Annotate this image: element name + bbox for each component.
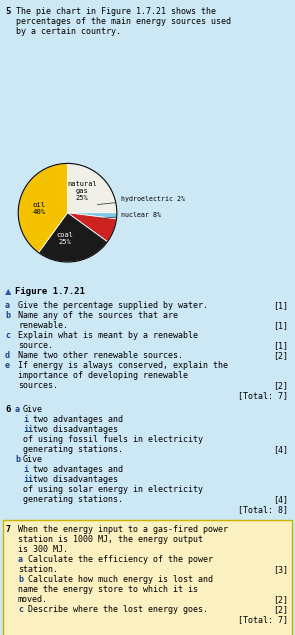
Text: [1]: [1]	[273, 341, 288, 350]
Text: i: i	[23, 465, 28, 474]
Text: nuclear 8%: nuclear 8%	[100, 212, 161, 218]
Text: 7: 7	[6, 525, 11, 534]
Text: a: a	[5, 301, 10, 310]
Text: by a certain country.: by a certain country.	[16, 27, 121, 36]
Text: c: c	[5, 331, 10, 340]
Text: Give: Give	[23, 455, 43, 464]
FancyBboxPatch shape	[3, 520, 292, 635]
Text: two disadvantages: two disadvantages	[33, 425, 118, 434]
Text: Calculate how much energy is lost and: Calculate how much energy is lost and	[28, 575, 213, 584]
Text: moved.: moved.	[18, 595, 48, 604]
Text: Give: Give	[23, 405, 43, 414]
Text: of using solar energy in electricity: of using solar energy in electricity	[23, 485, 203, 494]
Wedge shape	[68, 163, 117, 213]
Text: hydroelectric 2%: hydroelectric 2%	[97, 196, 185, 204]
Text: two disadvantages: two disadvantages	[33, 475, 118, 484]
Text: [3]: [3]	[273, 565, 288, 574]
Text: station is 1000 MJ, the energy output: station is 1000 MJ, the energy output	[18, 535, 203, 544]
Text: [1]: [1]	[273, 321, 288, 330]
Text: If energy is always conserved, explain the: If energy is always conserved, explain t…	[18, 361, 228, 370]
Text: 6: 6	[5, 405, 10, 414]
Text: [2]: [2]	[273, 595, 288, 604]
Wedge shape	[68, 213, 117, 242]
Text: renewable.: renewable.	[18, 321, 68, 330]
Text: [4]: [4]	[273, 445, 288, 454]
Text: c: c	[18, 605, 23, 614]
Text: i: i	[23, 415, 28, 424]
Text: two advantages and: two advantages and	[33, 465, 123, 474]
Text: is 300 MJ.: is 300 MJ.	[18, 545, 68, 554]
Text: Name two other renewable sources.: Name two other renewable sources.	[18, 351, 183, 360]
Text: coal
25%: coal 25%	[57, 232, 73, 245]
Wedge shape	[39, 213, 107, 262]
Text: ▲: ▲	[5, 287, 12, 296]
Text: The pie chart in Figure 1.7.21 shows the: The pie chart in Figure 1.7.21 shows the	[16, 7, 216, 16]
Text: [4]: [4]	[273, 495, 288, 504]
Text: [2]: [2]	[273, 605, 288, 614]
Wedge shape	[68, 213, 117, 219]
Text: generating stations.: generating stations.	[23, 445, 123, 454]
Text: [1]: [1]	[273, 301, 288, 310]
Text: b: b	[18, 575, 23, 584]
Text: Describe where the lost energy goes.: Describe where the lost energy goes.	[28, 605, 208, 614]
Wedge shape	[18, 163, 68, 253]
Text: percentages of the main energy sources used: percentages of the main energy sources u…	[16, 17, 231, 26]
Text: source.: source.	[18, 341, 53, 350]
Text: generating stations.: generating stations.	[23, 495, 123, 504]
Text: e: e	[5, 361, 10, 370]
Text: 5: 5	[5, 7, 10, 16]
Text: [2]: [2]	[273, 381, 288, 390]
Text: [Total: 8]: [Total: 8]	[238, 505, 288, 514]
Text: Explain what is meant by a renewable: Explain what is meant by a renewable	[18, 331, 198, 340]
Text: two advantages and: two advantages and	[33, 415, 123, 424]
Text: importance of developing renewable: importance of developing renewable	[18, 371, 188, 380]
Text: [2]: [2]	[273, 351, 288, 360]
Text: Calculate the efficiency of the power: Calculate the efficiency of the power	[28, 555, 213, 564]
Text: [Total: 7]: [Total: 7]	[238, 391, 288, 400]
Text: b: b	[5, 311, 10, 320]
Text: sources.: sources.	[18, 381, 58, 390]
Text: b: b	[15, 455, 20, 464]
Text: a: a	[18, 555, 23, 564]
Text: When the energy input to a gas-fired power: When the energy input to a gas-fired pow…	[18, 525, 228, 534]
Text: d: d	[5, 351, 10, 360]
Text: natural
gas
25%: natural gas 25%	[68, 180, 97, 201]
Text: ii: ii	[23, 425, 33, 434]
Text: Figure 1.7.21: Figure 1.7.21	[15, 287, 85, 296]
Text: station.: station.	[18, 565, 58, 574]
Text: oil
40%: oil 40%	[32, 203, 45, 215]
Text: Give the percentage supplied by water.: Give the percentage supplied by water.	[18, 301, 208, 310]
Text: Name any of the sources that are: Name any of the sources that are	[18, 311, 178, 320]
Text: name the energy store to which it is: name the energy store to which it is	[18, 585, 198, 594]
Text: ii: ii	[23, 475, 33, 484]
Text: [Total: 7]: [Total: 7]	[238, 615, 288, 624]
Text: a: a	[15, 405, 20, 414]
Text: of using fossil fuels in electricity: of using fossil fuels in electricity	[23, 435, 203, 444]
